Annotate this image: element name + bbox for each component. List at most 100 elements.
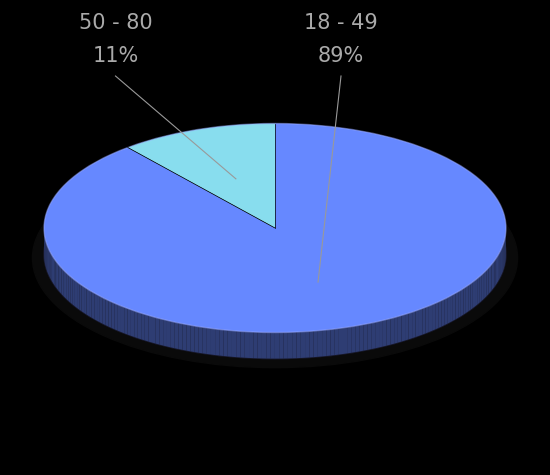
Polygon shape (292, 332, 296, 358)
Polygon shape (114, 303, 118, 331)
Polygon shape (254, 332, 257, 358)
Polygon shape (301, 332, 305, 358)
Polygon shape (432, 303, 435, 331)
Polygon shape (398, 315, 402, 342)
Polygon shape (438, 301, 441, 328)
Polygon shape (359, 324, 364, 352)
Polygon shape (106, 299, 108, 327)
Polygon shape (383, 320, 387, 347)
Polygon shape (69, 275, 71, 303)
Polygon shape (487, 268, 488, 296)
Polygon shape (450, 294, 453, 323)
Polygon shape (62, 268, 63, 296)
Polygon shape (375, 321, 379, 348)
Polygon shape (163, 319, 167, 346)
Polygon shape (458, 290, 461, 318)
Polygon shape (371, 322, 375, 349)
Polygon shape (58, 264, 60, 292)
Text: 89%: 89% (318, 47, 364, 66)
Polygon shape (183, 324, 186, 351)
Text: 11%: 11% (92, 47, 139, 66)
Polygon shape (416, 310, 419, 337)
Polygon shape (419, 308, 422, 336)
Polygon shape (322, 330, 326, 356)
Polygon shape (118, 304, 121, 332)
Polygon shape (343, 327, 347, 354)
Polygon shape (47, 246, 48, 274)
Polygon shape (141, 313, 145, 341)
Polygon shape (50, 251, 51, 279)
Polygon shape (171, 321, 175, 348)
Polygon shape (60, 266, 62, 294)
Polygon shape (257, 332, 262, 359)
Polygon shape (94, 293, 97, 321)
Polygon shape (351, 326, 355, 353)
Polygon shape (215, 329, 219, 356)
Polygon shape (207, 328, 211, 354)
Polygon shape (447, 296, 450, 324)
Polygon shape (79, 284, 81, 311)
Polygon shape (211, 328, 215, 355)
Polygon shape (103, 298, 106, 325)
Polygon shape (426, 306, 429, 333)
Polygon shape (223, 330, 228, 356)
Polygon shape (339, 328, 343, 354)
Polygon shape (190, 325, 195, 352)
Polygon shape (51, 253, 52, 281)
Polygon shape (152, 316, 156, 343)
Polygon shape (266, 332, 271, 359)
Polygon shape (160, 318, 163, 345)
Polygon shape (262, 332, 266, 359)
Polygon shape (48, 247, 49, 276)
Polygon shape (179, 323, 183, 350)
Polygon shape (228, 330, 232, 357)
Polygon shape (245, 332, 249, 358)
Polygon shape (473, 280, 475, 308)
Polygon shape (240, 332, 245, 358)
Polygon shape (429, 304, 432, 332)
Polygon shape (394, 316, 398, 343)
Text: 18 - 49: 18 - 49 (304, 13, 378, 33)
Polygon shape (355, 325, 359, 352)
Polygon shape (167, 320, 171, 347)
Polygon shape (468, 284, 471, 312)
Polygon shape (86, 288, 89, 316)
Polygon shape (309, 331, 313, 358)
Polygon shape (219, 330, 223, 356)
Polygon shape (92, 292, 94, 319)
Polygon shape (236, 331, 240, 358)
Polygon shape (318, 330, 322, 357)
Polygon shape (405, 313, 409, 341)
Polygon shape (347, 327, 351, 353)
Polygon shape (387, 319, 390, 346)
Polygon shape (203, 327, 207, 354)
Polygon shape (271, 332, 275, 359)
Polygon shape (485, 270, 487, 298)
Polygon shape (288, 332, 292, 359)
Polygon shape (63, 270, 65, 298)
Polygon shape (422, 307, 426, 334)
Polygon shape (498, 253, 499, 281)
Polygon shape (500, 249, 501, 277)
Polygon shape (463, 287, 466, 314)
Polygon shape (481, 274, 483, 301)
Polygon shape (296, 332, 301, 358)
Polygon shape (494, 259, 496, 287)
Polygon shape (409, 312, 412, 339)
Polygon shape (67, 273, 69, 301)
Polygon shape (390, 317, 394, 345)
Polygon shape (156, 317, 159, 344)
Polygon shape (326, 330, 331, 356)
Polygon shape (53, 257, 54, 285)
Polygon shape (73, 278, 75, 306)
Polygon shape (138, 312, 141, 339)
Polygon shape (44, 124, 506, 332)
Polygon shape (57, 263, 58, 290)
Polygon shape (81, 285, 84, 313)
Polygon shape (186, 324, 190, 352)
Polygon shape (84, 287, 86, 314)
Polygon shape (335, 328, 339, 355)
Polygon shape (497, 255, 498, 283)
Polygon shape (402, 314, 405, 342)
Ellipse shape (32, 148, 518, 368)
